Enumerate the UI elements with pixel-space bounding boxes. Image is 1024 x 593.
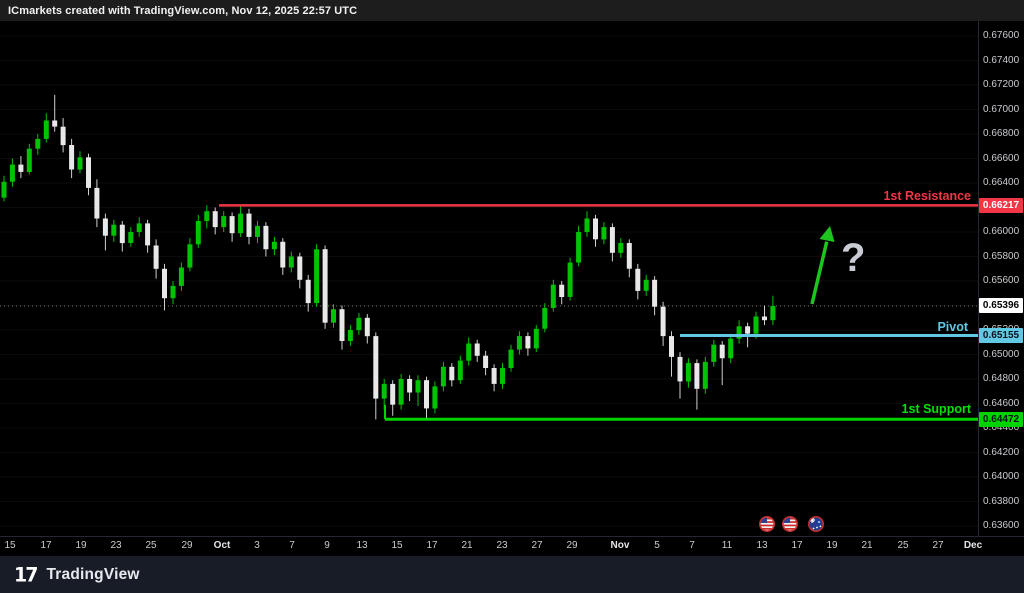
australia-flag-icon[interactable]	[807, 515, 824, 532]
top-attribution-bar: ICmarkets created with TradingView.com, …	[0, 0, 1024, 21]
footer-bar: 17 TradingView	[0, 556, 1024, 593]
candlestick-series	[1, 94, 776, 420]
tradingview-brand[interactable]: TradingView	[46, 565, 140, 583]
tradingview-logo-icon[interactable]: 17	[14, 562, 38, 587]
price-axis-separator	[978, 21, 979, 536]
us-flag-icon[interactable]	[781, 515, 798, 532]
attribution-text: ICmarkets created with TradingView.com, …	[8, 4, 358, 17]
support-line[interactable]	[384, 404, 978, 421]
time-axis-separator	[0, 536, 1024, 537]
gridlines	[0, 35, 978, 527]
us-flag-icon[interactable]	[758, 515, 775, 532]
up-arrow-annotation[interactable]	[810, 226, 835, 305]
